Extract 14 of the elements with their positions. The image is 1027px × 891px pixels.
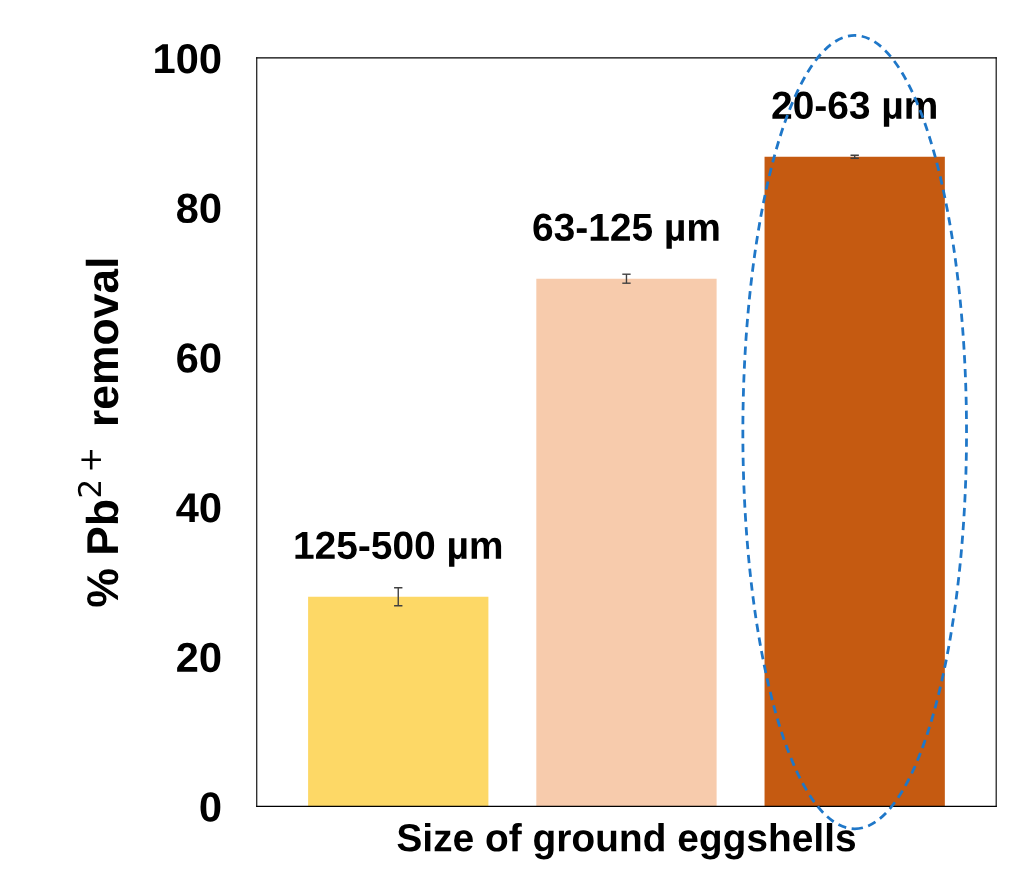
y-axis-title: % Pb$^{2+}$ removal — [77, 259, 119, 607]
y-tick-label: 60 — [177, 343, 221, 373]
y-tick-label: 40 — [176, 492, 221, 523]
x-axis-title: Size of ground eggshells — [397, 823, 856, 860]
x-tick-label: 20-63 µm — [772, 91, 936, 127]
y-tick-label: 80 — [177, 193, 221, 224]
y-tick-label: 0 — [200, 792, 221, 822]
y-tick-label: 100 — [155, 43, 221, 74]
bar — [308, 596, 489, 807]
bar — [764, 156, 945, 807]
bar — [536, 278, 717, 807]
x-tick-label: 63-125 µm — [533, 213, 719, 249]
x-tick-label: 125-500 µm — [295, 531, 502, 567]
y-tick-label: 20 — [177, 642, 221, 673]
